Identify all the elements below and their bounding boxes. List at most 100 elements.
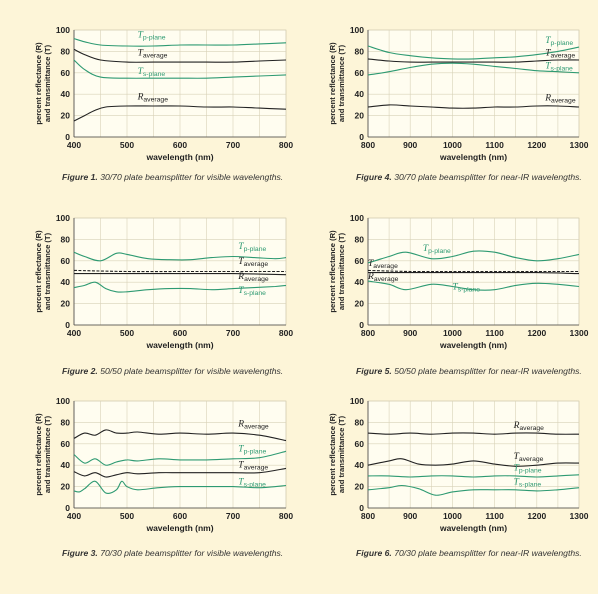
series-line-raverage: [73, 429, 287, 442]
series-label-raverage: Raverage: [137, 93, 169, 104]
y-tick-label: 100: [56, 25, 70, 35]
series-line-tp-plane: [367, 45, 580, 60]
x-tick-label: 1300: [570, 328, 589, 338]
x-tick-label: 900: [403, 328, 417, 338]
y-tick-label: 20: [61, 111, 71, 121]
series-label-raverage: Raverage: [237, 420, 269, 431]
series-label-taverage: Taverage: [514, 452, 544, 463]
chart-fig1: 0 20 40 60 80 100 400 500 600 700 800 wavelength (n…: [34, 25, 293, 162]
x-axis-label: wavelength (nm): [439, 152, 507, 162]
x-tick-label: 1100: [485, 511, 504, 521]
series-label-raverage: Raverage: [367, 272, 399, 283]
figure-caption-text: 50/50 plate beamsplitter for near-IR wav…: [394, 366, 582, 376]
x-tick-label: 600: [173, 511, 187, 521]
x-tick-label: 800: [361, 328, 375, 338]
y-tick-label: 60: [355, 439, 365, 449]
chart-fig2: 0 20 40 60 80 100 400 500 600 700 800 wavelength (n…: [34, 213, 293, 350]
series-label-tp-plane: Tp-plane: [545, 36, 573, 47]
y-axis-label-line2: and transmittance (T): [337, 44, 346, 122]
series-label-taverage: Taverage: [368, 259, 398, 270]
x-tick-label: 900: [403, 140, 417, 150]
y-tick-label: 40: [355, 460, 365, 470]
series-line-ts-plane: [367, 484, 580, 496]
series-line-tp-plane: [73, 450, 287, 466]
series-line-ts-plane: [367, 62, 580, 76]
y-tick-label: 0: [359, 503, 364, 513]
figure-caption-text: 30/70 plate beamsplitter for visible wav…: [100, 172, 284, 182]
y-tick-label: 60: [61, 439, 71, 449]
series-label-ts-plane: Ts-plane: [238, 286, 266, 297]
y-tick-label: 20: [355, 111, 365, 121]
figure-caption-text: 30/70 plate beamsplitter for near-IR wav…: [394, 172, 582, 182]
y-axis-label-line1: percent reflectance (R): [328, 230, 337, 313]
x-tick-label: 1300: [570, 511, 589, 521]
series-line-taverage: [73, 269, 286, 273]
y-tick-label: 100: [350, 25, 364, 35]
y-tick-label: 80: [61, 46, 71, 56]
x-tick-label: 1200: [527, 511, 546, 521]
y-tick-label: 40: [61, 277, 71, 287]
chart-fig5: 0 20 40 60 80 100 800 900 1000 1100 1200 1300 wavele…: [328, 213, 589, 350]
series-line-taverage: [367, 58, 580, 63]
figure-caption: Figure 5. 50/50 plate beamsplitter for n…: [356, 366, 586, 378]
series-line-raverage: [367, 104, 580, 109]
x-tick-label: 800: [361, 140, 375, 150]
figure-caption-text: 70/30 plate beamsplitter for near-IR wav…: [394, 548, 582, 558]
x-tick-label: 1100: [485, 140, 504, 150]
series-line-taverage: [73, 467, 287, 478]
chart-fig6: 0 20 40 60 80 100 800 900 1000 1100 1200 1300 wavele…: [328, 396, 589, 533]
y-axis-label-line2: and transmittance (T): [43, 44, 52, 122]
y-tick-label: 100: [56, 213, 70, 223]
y-tick-label: 80: [61, 234, 71, 244]
series-label-ts-plane: Ts-plane: [514, 477, 542, 488]
series-label-ts-plane: Ts-plane: [138, 67, 166, 78]
y-tick-label: 20: [355, 299, 365, 309]
y-tick-label: 100: [350, 213, 364, 223]
series-line-ts-plane: [73, 480, 287, 494]
y-axis-label-line1: percent reflectance (R): [328, 42, 337, 125]
figure-caption-label: Figure 4.: [356, 172, 392, 182]
figure-caption: Figure 2. 50/50 plate beamsplitter for v…: [62, 366, 292, 378]
y-tick-label: 60: [355, 68, 365, 78]
x-tick-label: 800: [279, 511, 293, 521]
y-tick-label: 40: [61, 460, 71, 470]
y-tick-label: 40: [355, 89, 365, 99]
y-tick-label: 0: [65, 132, 70, 142]
series-label-tp-plane: Tp-plane: [238, 444, 266, 455]
figure-caption-label: Figure 1.: [62, 172, 98, 182]
series-line-tp-plane: [73, 38, 287, 47]
x-tick-label: 400: [67, 140, 81, 150]
y-tick-label: 100: [350, 396, 364, 406]
series-line-ts-plane: [73, 59, 287, 79]
y-tick-label: 0: [359, 320, 364, 330]
x-tick-label: 800: [361, 511, 375, 521]
y-tick-label: 40: [61, 89, 71, 99]
figure-caption: Figure 6. 70/30 plate beamsplitter for n…: [356, 548, 586, 560]
x-tick-label: 800: [279, 328, 293, 338]
x-tick-label: 600: [173, 140, 187, 150]
figure-caption: Figure 3. 70/30 plate beamsplitter for v…: [62, 548, 292, 560]
series-label-tp-plane: Tp-plane: [238, 242, 266, 253]
x-tick-label: 1000: [443, 511, 462, 521]
x-tick-label: 1000: [443, 328, 462, 338]
series-label-ts-plane: Ts-plane: [452, 283, 480, 294]
series-line-ts-plane: [367, 280, 580, 291]
x-tick-label: 1100: [485, 328, 504, 338]
series-label-taverage: Taverage: [238, 257, 268, 268]
x-tick-label: 1200: [527, 140, 546, 150]
x-tick-label: 900: [403, 511, 417, 521]
y-tick-label: 40: [355, 277, 365, 287]
series-label-tp-plane: Tp-plane: [138, 30, 166, 41]
figure-caption-text: 50/50 plate beamsplitter for visible wav…: [100, 366, 284, 376]
x-axis-label: wavelength (nm): [145, 340, 213, 350]
figure-caption-label: Figure 2.: [62, 366, 98, 376]
y-tick-label: 20: [355, 482, 365, 492]
y-tick-label: 60: [61, 68, 71, 78]
series-line-raverage: [73, 105, 287, 122]
series-line-raverage: [368, 271, 580, 275]
y-axis-label-line1: percent reflectance (R): [34, 42, 43, 125]
x-tick-label: 1000: [443, 140, 462, 150]
series-label-taverage: Taverage: [238, 460, 268, 471]
x-tick-label: 700: [226, 328, 240, 338]
